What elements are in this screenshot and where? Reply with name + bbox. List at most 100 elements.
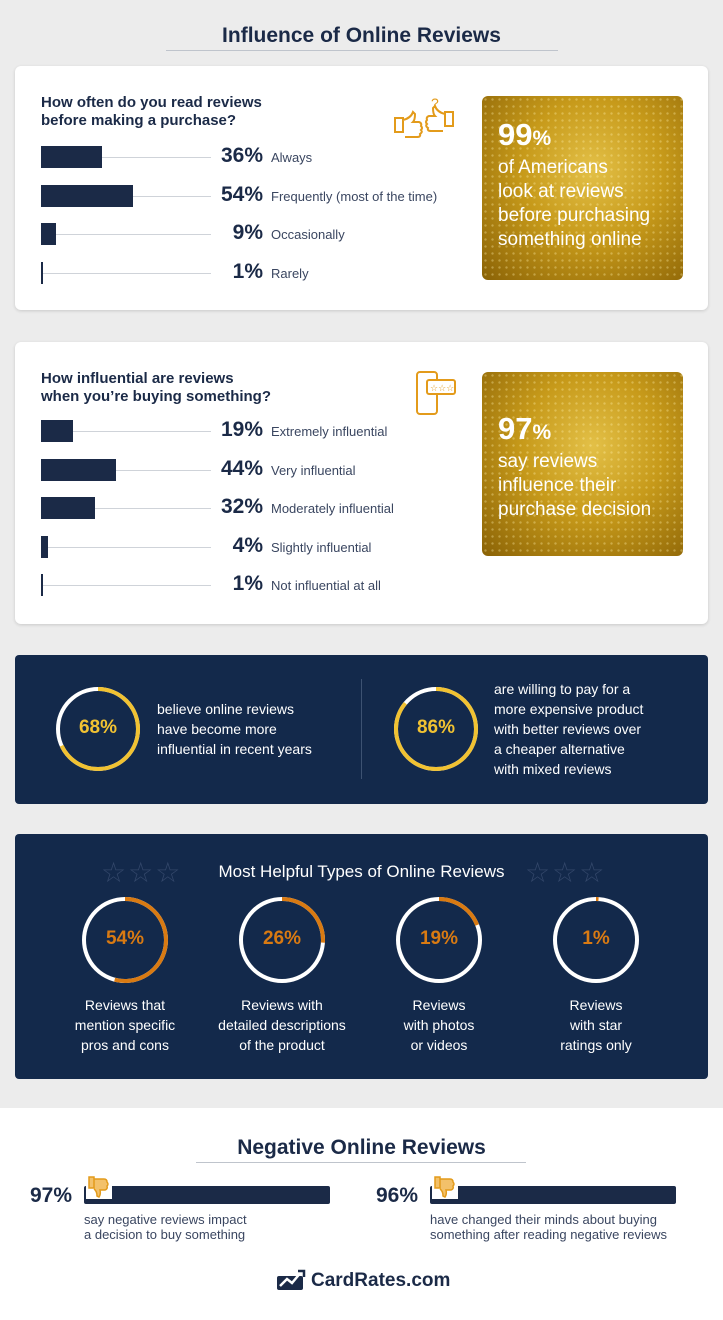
bar-value: 1%	[232, 572, 263, 595]
callout-97-line: influence their	[498, 475, 617, 496]
belief-divider	[361, 679, 362, 779]
helpful-caption: Reviews with photos or videos	[359, 995, 519, 1055]
helpful-types-panel: ☆☆☆ ☆☆☆ Most Helpful Types of Online Rev…	[15, 834, 708, 1079]
negative-left-text: say negative reviews impact a decision t…	[84, 1212, 247, 1242]
helpful-caption: Reviews that mention specific pros and con…	[45, 995, 205, 1055]
question-1-line-2: before making a purchase?	[41, 112, 237, 129]
helpful-ring-arc	[396, 897, 482, 983]
bar-section2-4	[41, 574, 43, 596]
helpful-caption-line: Reviews	[569, 997, 623, 1013]
bar-track	[41, 508, 211, 509]
belief-right-line: are willing to pay for a	[494, 681, 631, 697]
helpful-caption: Reviews with detailed descriptions of the …	[202, 995, 362, 1055]
bar-value: 4%	[232, 533, 263, 557]
thumbs-down-icon	[86, 1173, 112, 1199]
helpful-caption-line: or videos	[410, 1037, 468, 1053]
bar-track	[41, 469, 211, 471]
question-1-line-1: How often do you read reviews	[41, 94, 262, 111]
belief-left-text: believe online reviews have become more …	[157, 699, 312, 759]
ring-68	[56, 687, 140, 771]
stars-left-icon: ☆☆☆	[101, 856, 183, 889]
helpful-ring-value: 1%	[582, 928, 610, 949]
belief-panel: 68% believe online reviews have become m…	[15, 655, 708, 804]
ring-68-arc	[56, 687, 140, 771]
phone-review-icon: ☆☆☆	[416, 371, 456, 415]
negative-title: Negative Online Reviews	[237, 1136, 486, 1159]
belief-right-line: a cheaper alternative	[494, 741, 625, 757]
svg-text:☆☆☆: ☆☆☆	[430, 384, 454, 394]
thumbs-down-icon	[432, 1173, 458, 1199]
callout-97-pct: %	[532, 421, 552, 444]
bar-value: 36%	[220, 144, 263, 167]
helpful-ring-value: 54%	[105, 928, 145, 949]
belief-right-line: with better reviews over	[494, 721, 642, 737]
bar-value: 44%	[220, 456, 263, 480]
helpful-ring-0	[82, 897, 168, 983]
cardrates-logo[interactable]: CardRates.com	[311, 1270, 451, 1291]
callout-99-value: 99	[498, 117, 533, 152]
callout-99-line: something online	[498, 229, 642, 250]
helpful-ring-1	[239, 897, 325, 983]
helpful-caption-line: ratings only	[560, 1037, 632, 1053]
bar-value: 9%	[232, 221, 263, 244]
helpful-ring-arc	[239, 897, 325, 983]
bar-label: Moderately influential	[271, 501, 394, 516]
helpful-caption-line: with photos	[403, 1017, 475, 1033]
bar-label: Frequently (most of the time)	[271, 188, 438, 204]
bar-label: Slightly influential	[271, 539, 372, 555]
bar-label: Rarely	[271, 265, 309, 281]
bar-track	[41, 585, 211, 586]
reading-frequency-card: How often do you read reviews before mak…	[15, 66, 708, 310]
ring-86-arc	[394, 687, 478, 771]
callout-97-line: purchase decision	[498, 499, 652, 520]
svg-text:?: ?	[431, 96, 439, 111]
bar-label: Not influential at all	[271, 578, 381, 593]
helpful-caption-line: pros and cons	[81, 1037, 169, 1053]
helpful-ring-2	[396, 897, 482, 983]
helpful-ring-value: 19%	[419, 928, 459, 949]
negative-right-line: something after reading negative reviews	[430, 1227, 668, 1242]
bar-section2-1	[41, 458, 116, 481]
negative-section	[0, 1108, 723, 1320]
helpful-types-title: Most Helpful Types of Online Reviews	[218, 862, 505, 881]
callout-99-pct: %	[532, 127, 552, 150]
belief-right-line: with mixed reviews	[494, 761, 612, 777]
question-2: How influential are reviews when you’re …	[41, 370, 271, 406]
bar-track	[41, 272, 211, 274]
bar-value: 32%	[220, 495, 263, 518]
ring-86	[394, 687, 478, 771]
helpful-ring-3	[553, 897, 639, 983]
helpful-caption-line: Reviews that	[84, 997, 166, 1013]
helpful-caption-line: detailed descriptions	[218, 1017, 346, 1033]
helpful-caption-line: Reviews	[412, 997, 466, 1013]
helpful-caption-line: of the product	[239, 1037, 325, 1053]
question-2-line-2: when you’re buying something?	[41, 388, 272, 405]
helpful-caption: Reviews with star ratings only	[516, 995, 676, 1055]
bar-section1-1	[41, 184, 133, 207]
page-title: Influence of Online Reviews	[222, 24, 501, 47]
bar-label: Extremely influential	[271, 424, 388, 439]
cardrates-logo-icon	[277, 1269, 306, 1290]
callout-99-line: before purchasing	[498, 205, 651, 226]
bar-track	[41, 234, 211, 235]
negative-left-line: say negative reviews impact	[84, 1212, 247, 1227]
helpful-caption-line: with star	[569, 1017, 623, 1033]
helpful-ring-value: 26%	[262, 928, 302, 949]
bar-track	[41, 431, 211, 432]
bar-section2-2	[41, 497, 96, 519]
callout-99: 99% of Americans look at reviews before …	[482, 96, 683, 280]
question-2-line-1: How influential are reviews	[41, 370, 234, 387]
bar-section1-3	[41, 261, 43, 284]
belief-right-text: are willing to pay for a more expensive …	[494, 679, 643, 779]
thumbs-icon: ?	[394, 96, 454, 138]
negative-right-line: have changed their minds about buying	[430, 1212, 657, 1227]
bar-label: Very influential	[271, 462, 356, 478]
belief-left-line: believe online reviews	[157, 701, 294, 717]
negative-divider	[196, 1162, 526, 1163]
callout-97-value: 97	[498, 411, 533, 446]
stars-right-icon: ☆☆☆	[525, 856, 607, 889]
belief-left-line: influential in recent years	[157, 741, 312, 757]
helpful-caption-line: Reviews with	[241, 997, 323, 1013]
callout-97-line: say reviews	[498, 451, 598, 472]
callout-97: 97% say reviews influence their purchase…	[482, 372, 683, 556]
